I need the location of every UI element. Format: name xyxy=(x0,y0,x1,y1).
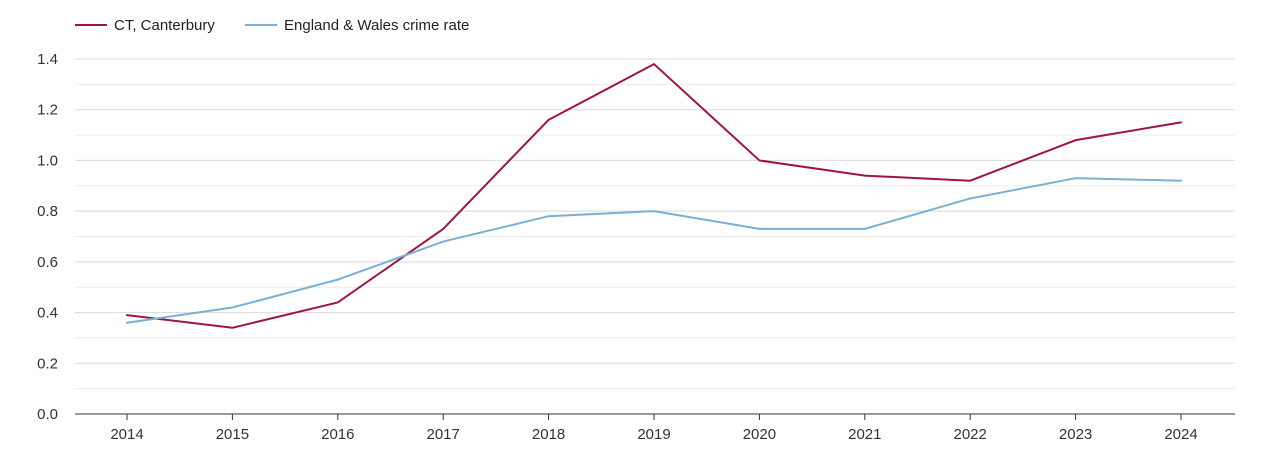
y-axis-ticks: 0.0 0.2 0.4 0.6 0.8 1.0 1.2 1.4 xyxy=(37,51,58,423)
y-tick-label: 1.2 xyxy=(37,102,58,119)
legend-label: CT, Canterbury xyxy=(114,17,215,34)
series-lines xyxy=(127,64,1181,328)
x-tick-label: 2019 xyxy=(637,426,670,443)
series-line-england-wales xyxy=(127,178,1181,323)
x-axis-ticks: 2014 2015 2016 2017 2018 2019 2020 2021 2022 2023… xyxy=(110,414,1197,443)
x-tick-label: 2014 xyxy=(110,426,143,443)
x-tick-label: 2023 xyxy=(1059,426,1092,443)
y-tick-label: 0.2 xyxy=(37,355,58,372)
x-tick-label: 2017 xyxy=(427,426,460,443)
y-tick-label: 0.4 xyxy=(37,305,58,322)
x-tick-label: 2016 xyxy=(321,426,354,443)
legend-label: England & Wales crime rate xyxy=(284,17,469,34)
x-tick-label: 2021 xyxy=(848,426,881,443)
y-tick-label: 1.0 xyxy=(37,152,58,169)
y-tick-label: 1.4 xyxy=(37,51,58,68)
x-tick-label: 2020 xyxy=(743,426,776,443)
x-tick-label: 2018 xyxy=(532,426,565,443)
x-tick-label: 2015 xyxy=(216,426,249,443)
series-line-canterbury xyxy=(127,64,1181,328)
legend: CT, Canterbury England & Wales crime rate xyxy=(75,17,469,34)
x-tick-label: 2024 xyxy=(1164,426,1197,443)
y-tick-label: 0.8 xyxy=(37,203,58,220)
y-tick-label: 0.0 xyxy=(37,406,58,423)
grid xyxy=(75,59,1235,389)
y-tick-label: 0.6 xyxy=(37,254,58,271)
x-tick-label: 2022 xyxy=(954,426,987,443)
